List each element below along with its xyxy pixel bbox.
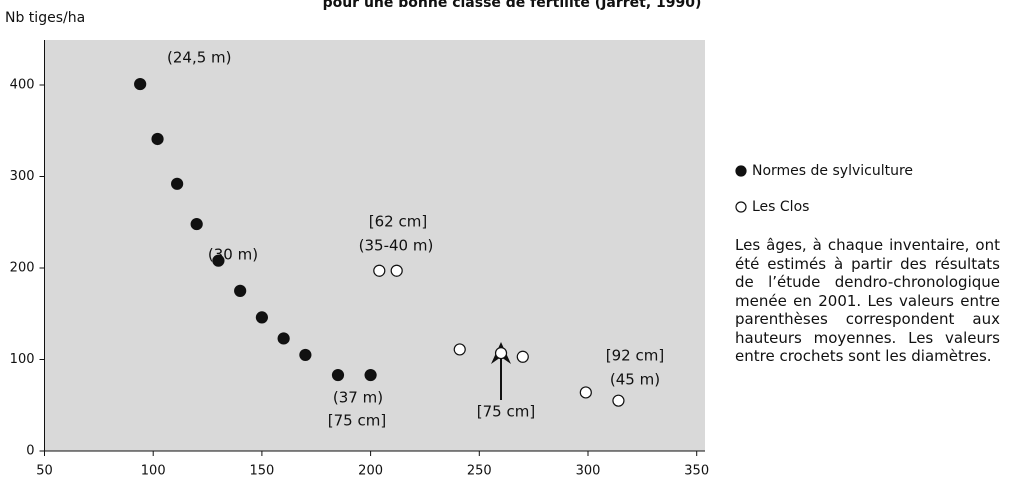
plot-background bbox=[44, 40, 705, 451]
y-tick-label: 200 bbox=[10, 261, 35, 276]
legend-label: Normes de sylviculture bbox=[752, 163, 913, 179]
point bbox=[234, 284, 247, 297]
point bbox=[516, 350, 529, 363]
annotation: (24,5 m) bbox=[167, 49, 231, 67]
point bbox=[364, 368, 377, 382]
y-axis-label: Nb tiges/ha bbox=[5, 10, 85, 26]
annotation: [75 cm] bbox=[328, 412, 386, 430]
x-tick-label: 250 bbox=[467, 464, 492, 479]
point bbox=[494, 346, 508, 360]
annotation: (30 m) bbox=[208, 246, 258, 264]
x-tick-label: 200 bbox=[358, 464, 383, 479]
point bbox=[299, 348, 312, 362]
x-tick-label: 300 bbox=[576, 464, 601, 479]
legend-label: Les Clos bbox=[752, 199, 809, 215]
point bbox=[390, 264, 403, 277]
annotation: (37 m) bbox=[333, 389, 383, 407]
x-tick-label: 50 bbox=[36, 464, 53, 479]
y-tick-label: 300 bbox=[10, 169, 35, 184]
x-tick-label: 150 bbox=[249, 464, 274, 479]
point bbox=[277, 332, 290, 345]
annotation: [75 cm] bbox=[477, 403, 535, 421]
annotation: [62 cm] bbox=[369, 213, 427, 231]
point bbox=[190, 217, 203, 231]
point bbox=[612, 394, 625, 407]
point bbox=[151, 132, 164, 146]
annotation: (35-40 m) bbox=[359, 237, 434, 255]
point bbox=[331, 368, 345, 382]
y-tick-label: 0 bbox=[26, 444, 34, 459]
y-tick-label: 400 bbox=[10, 78, 35, 93]
chart-title: pour une bonne classe de fertilité (Jarr… bbox=[323, 0, 702, 11]
point bbox=[453, 343, 466, 356]
legend-marker bbox=[735, 201, 747, 213]
point bbox=[255, 311, 268, 324]
point bbox=[171, 177, 184, 190]
point bbox=[579, 386, 592, 399]
x-tick-label: 350 bbox=[684, 464, 709, 479]
annotation: [92 cm] bbox=[606, 347, 664, 365]
y-tick-label: 100 bbox=[10, 352, 35, 367]
annotation: (45 m) bbox=[610, 371, 660, 389]
legend-marker bbox=[735, 165, 747, 177]
point bbox=[373, 264, 386, 277]
point bbox=[212, 254, 225, 267]
x-tick-label: 100 bbox=[141, 464, 166, 479]
point bbox=[134, 77, 147, 91]
note: Les âges, à chaque inventaire, ont été e… bbox=[735, 236, 1000, 365]
